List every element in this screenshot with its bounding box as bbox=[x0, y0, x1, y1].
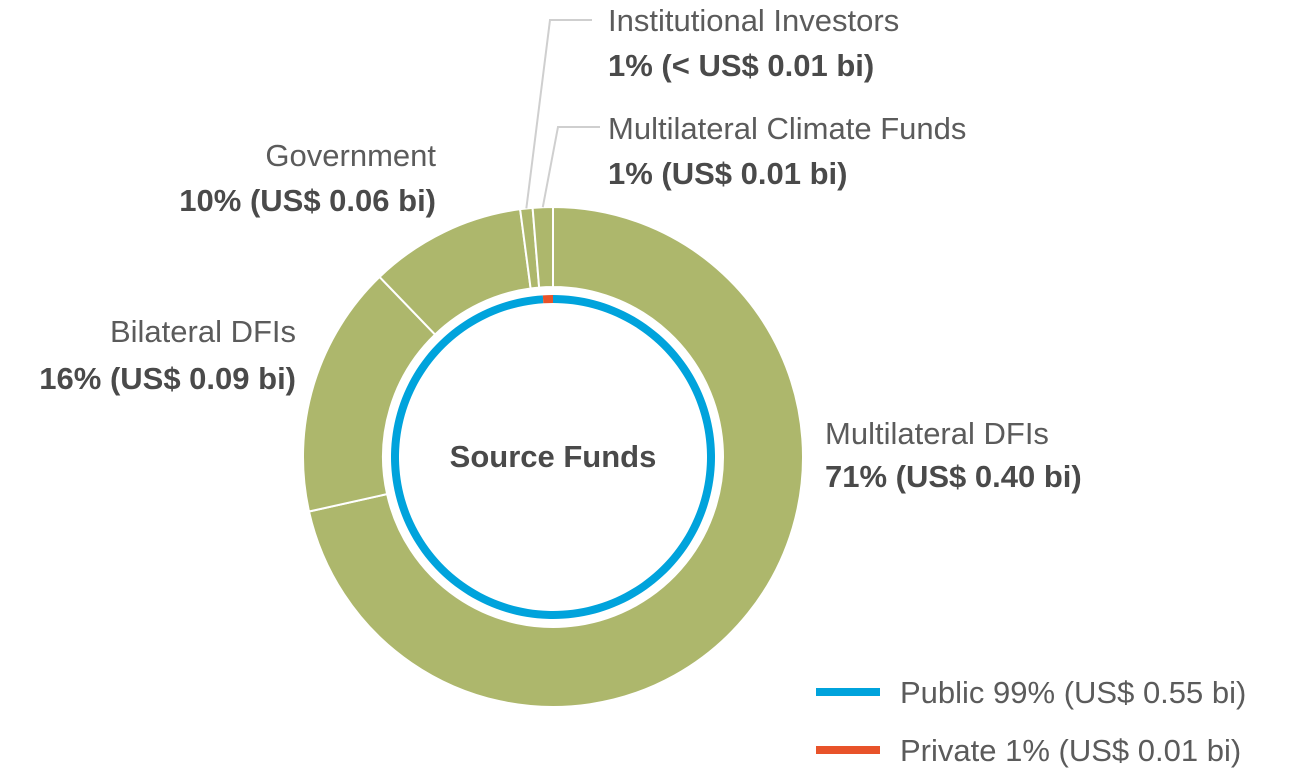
slice-label-multilateral-climate-funds-value: 1% (US$ 0.01 bi) bbox=[608, 156, 847, 191]
leader-lines bbox=[525, 19, 600, 209]
legend-label-public: Public 99% (US$ 0.55 bi) bbox=[900, 675, 1246, 710]
legend-label-private: Private 1% (US$ 0.01 bi) bbox=[900, 733, 1241, 768]
legend-swatch-private bbox=[816, 746, 880, 754]
slice-label-government-name: Government bbox=[265, 138, 436, 173]
outer-ring bbox=[302, 205, 804, 708]
leader-line-institutional-investors bbox=[525, 19, 592, 209]
leader-line-multilateral-climate-funds bbox=[541, 126, 600, 208]
legend-swatch-public bbox=[816, 688, 880, 696]
inner-slice-private bbox=[542, 295, 553, 304]
outer-slice-multilateral-climate-funds bbox=[531, 205, 554, 289]
legend: Public 99% (US$ 0.55 bi) Private 1% (US$… bbox=[816, 675, 1246, 768]
slice-label-multilateral-dfis-name: Multilateral DFIs bbox=[825, 416, 1049, 451]
slice-label-bilateral-dfis-value: 16% (US$ 0.09 bi) bbox=[39, 361, 296, 396]
slice-label-institutional-investors-value: 1% (< US$ 0.01 bi) bbox=[608, 48, 874, 83]
slice-label-multilateral-dfis-value: 71% (US$ 0.40 bi) bbox=[825, 459, 1082, 494]
slice-label-bilateral-dfis-name: Bilateral DFIs bbox=[110, 314, 296, 349]
slice-label-government-value: 10% (US$ 0.06 bi) bbox=[179, 183, 436, 218]
inner-ring bbox=[391, 295, 716, 620]
center-label: Source Funds bbox=[450, 439, 657, 474]
outer-slice-multilateral-dfis bbox=[307, 205, 804, 708]
slice-label-institutional-investors-name: Institutional Investors bbox=[608, 3, 899, 38]
slice-label-multilateral-climate-funds-name: Multilateral Climate Funds bbox=[608, 111, 966, 146]
